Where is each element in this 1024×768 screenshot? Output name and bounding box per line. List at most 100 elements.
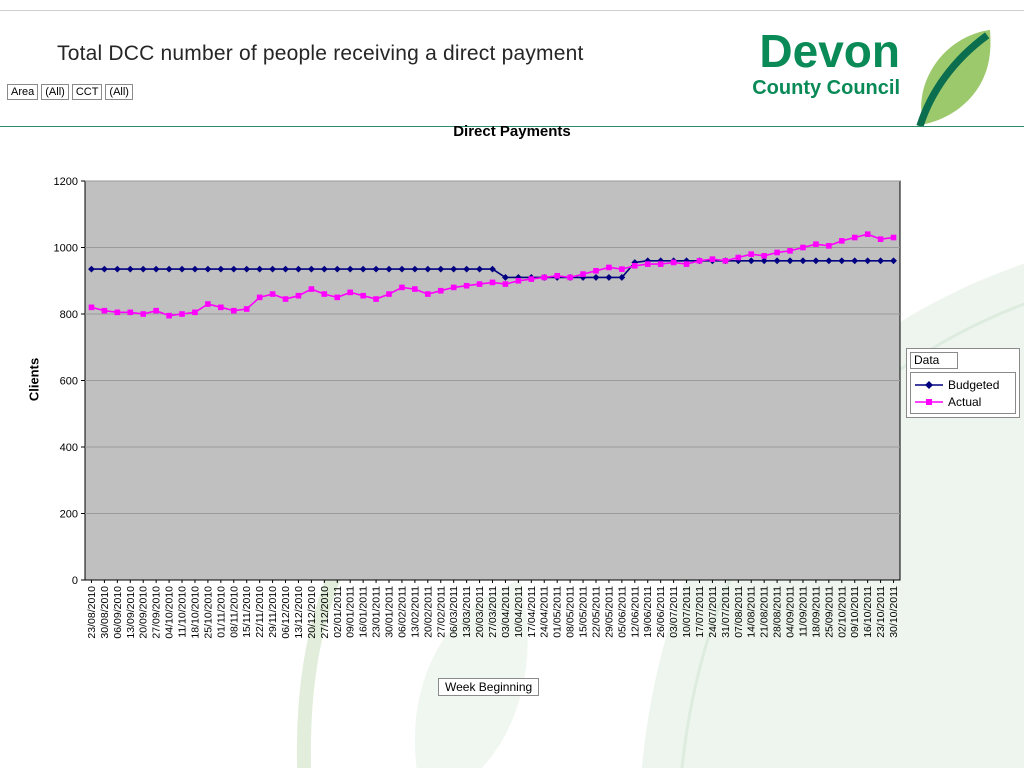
budgeted-data-point — [877, 257, 884, 265]
legend-title[interactable]: Data — [910, 352, 959, 369]
budgeted-data-point — [592, 274, 600, 281]
filter-field-area[interactable]: Area — [7, 84, 39, 100]
x-axis-tick-label: 10/07/2011 — [681, 586, 693, 638]
x-axis-tick-label: 09/01/2011 — [345, 586, 357, 638]
actual-data-point — [476, 281, 483, 287]
x-axis-tick-label: 08/05/2011 — [565, 586, 577, 638]
x-axis-tick-label: 20/12/2010 — [306, 586, 318, 639]
actual-data-point — [140, 311, 147, 317]
filter-value-cct[interactable]: (All) — [105, 84, 133, 100]
y-axis-tick-label: 1200 — [54, 176, 78, 188]
x-axis-tick-label: 25/10/2010 — [202, 586, 214, 639]
x-axis-tick-label: 27/02/2011 — [435, 586, 447, 638]
budgeted-data-point — [476, 265, 483, 273]
x-axis-tick-label: 06/03/2011 — [448, 586, 460, 638]
budgeted-data-point — [385, 265, 393, 273]
x-axis-tick-label: 20/02/2011 — [422, 586, 434, 638]
x-axis-tick-label: 04/10/2010 — [164, 586, 176, 639]
x-axis-tick-label: 13/12/2010 — [293, 586, 305, 639]
x-axis-tick-label: 02/01/2011 — [332, 586, 344, 638]
actual-data-point — [890, 234, 897, 241]
actual-data-point — [735, 254, 742, 261]
y-axis-tick-label: 400 — [60, 442, 78, 454]
x-axis-tick-label: 20/09/2010 — [138, 586, 150, 639]
budgeted-data-point — [217, 265, 225, 273]
budgeted-data-point — [398, 265, 406, 273]
actual-data-point — [813, 241, 819, 247]
actual-data-point — [230, 307, 237, 314]
actual-data-point — [696, 258, 703, 264]
x-axis-tick-label: 02/10/2011 — [836, 586, 848, 638]
actual-data-point — [192, 309, 198, 316]
x-axis-tick-label: 01/11/2010 — [215, 586, 227, 638]
budgeted-data-point — [152, 265, 160, 273]
actual-data-point — [347, 289, 353, 296]
budgeted-data-point — [243, 265, 251, 273]
budgeted-data-point — [113, 265, 121, 273]
page-title: Total DCC number of people receiving a d… — [57, 42, 584, 65]
actual-data-point — [722, 258, 729, 264]
chart-legend: Data Budgeted Actual — [906, 348, 1020, 418]
square-marker-icon — [915, 398, 943, 405]
actual-data-point — [554, 272, 560, 279]
x-axis-tick-label: 07/08/2011 — [733, 586, 745, 638]
budgeted-data-point — [230, 265, 238, 273]
actual-data-point — [373, 296, 379, 302]
diamond-marker-icon — [915, 380, 943, 389]
x-axis-tick-label: 31/07/2011 — [720, 586, 732, 638]
budgeted-data-point — [269, 265, 276, 273]
budgeted-data-point — [282, 265, 289, 273]
x-axis-tick-label: 06/09/2010 — [112, 586, 124, 639]
actual-data-point — [450, 284, 457, 291]
actual-data-point — [748, 251, 755, 257]
x-axis-tick-label: 14/08/2011 — [746, 586, 758, 638]
budgeted-data-point — [450, 265, 458, 273]
actual-data-point — [360, 292, 366, 299]
actual-data-point — [826, 243, 832, 249]
x-axis-tick-label: 05/06/2011 — [616, 586, 628, 638]
x-axis-tick-label: 18/09/2011 — [810, 586, 822, 638]
budgeted-data-point — [437, 265, 445, 273]
budgeted-data-point — [165, 265, 173, 273]
budgeted-data-point — [126, 265, 134, 273]
actual-data-point — [321, 291, 328, 297]
x-axis-tick-label: 04/09/2011 — [785, 586, 797, 638]
x-axis-tick-label: 22/05/2011 — [590, 586, 602, 638]
actual-data-point — [489, 279, 496, 286]
actual-data-point — [256, 294, 263, 301]
legend-items: Budgeted Actual — [910, 372, 1016, 414]
budgeted-data-point — [346, 265, 354, 273]
budgeted-data-point — [747, 257, 755, 265]
budgeted-data-point — [851, 257, 859, 265]
budgeted-data-point — [295, 265, 302, 273]
logo-text: Devon County Council — [748, 28, 900, 98]
x-axis-tick-label: 12/06/2011 — [629, 586, 641, 638]
x-axis-tick-label: 13/02/2011 — [409, 586, 421, 638]
actual-data-point — [269, 291, 276, 297]
x-axis-tick-label: 22/11/2010 — [254, 586, 266, 638]
x-axis-tick-label: 24/04/2011 — [539, 586, 551, 638]
legend-item-budgeted: Budgeted — [914, 376, 1012, 393]
actual-data-point — [295, 292, 302, 299]
x-axis-tick-label: 26/06/2011 — [655, 586, 667, 638]
x-axis-tick-label: 17/04/2011 — [526, 586, 538, 638]
y-axis-tick-label: 600 — [60, 376, 78, 388]
budgeted-data-point — [786, 257, 794, 265]
x-axis-tick-label: 20/03/2011 — [474, 586, 486, 638]
x-axis-tick-label: 16/01/2011 — [358, 586, 370, 638]
y-axis-tick-label: 1000 — [54, 243, 78, 255]
budgeted-data-point — [838, 257, 846, 265]
actual-data-point — [864, 231, 871, 237]
actual-data-point — [606, 264, 612, 271]
filter-field-cct[interactable]: CCT — [71, 84, 103, 100]
budgeted-data-point — [139, 265, 147, 273]
x-axis-tick-label: 27/09/2010 — [151, 586, 163, 639]
actual-data-point — [153, 307, 159, 314]
x-axis-tick-label: 19/06/2011 — [642, 586, 654, 638]
actual-data-point — [166, 312, 172, 319]
filter-value-area[interactable]: (All) — [41, 84, 69, 100]
actual-data-point — [851, 234, 858, 241]
actual-data-point — [88, 304, 95, 311]
actual-data-point — [580, 271, 586, 277]
budgeted-data-point — [411, 265, 419, 273]
